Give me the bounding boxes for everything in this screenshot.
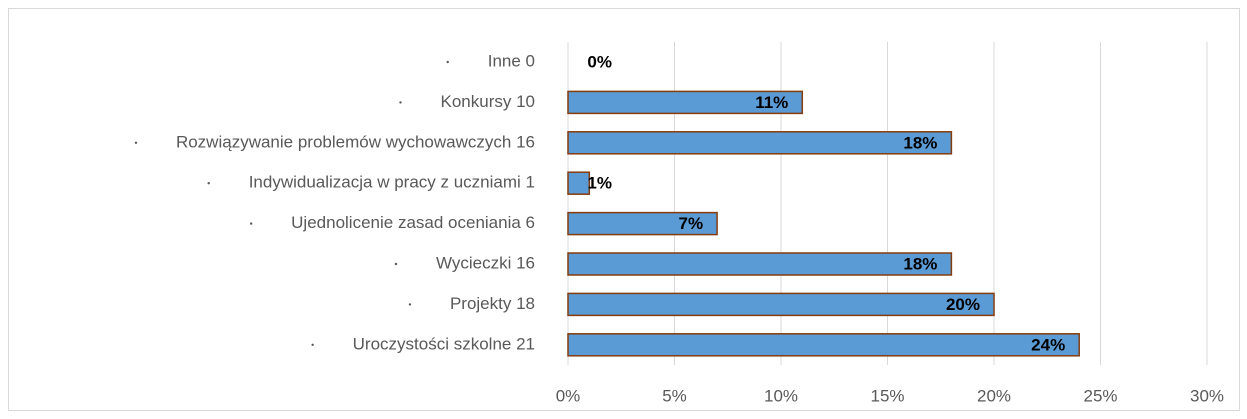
value-label: 1% [587, 174, 612, 193]
bullet [207, 182, 210, 185]
category-label: Konkursy 10 [441, 92, 536, 111]
bullet [249, 222, 253, 225]
category-label: Wycieczki 16 [436, 253, 535, 272]
bullet [311, 343, 314, 346]
category-label: Inne 0 [488, 51, 535, 70]
value-label: 0% [587, 52, 612, 71]
category-label: Ujednolicenie zasad oceniania 6 [291, 213, 535, 232]
bullet [394, 262, 398, 266]
value-label: 7% [679, 214, 704, 233]
bar [567, 333, 1080, 357]
bar [567, 90, 804, 115]
bar [567, 171, 591, 195]
x-tick-label: 25% [1083, 386, 1117, 405]
x-tick-label: 15% [870, 386, 904, 405]
x-tick-label: 10% [764, 386, 798, 405]
x-tick-label: 0% [556, 386, 581, 405]
x-tick-label: 20% [977, 386, 1011, 405]
value-label: 18% [903, 254, 937, 273]
x-tick-label: 5% [662, 386, 687, 405]
value-label: 18% [903, 133, 937, 152]
category-label: Rozwiązywanie problemów wychowawczych 16 [176, 132, 535, 151]
bar [567, 292, 995, 317]
bar [567, 252, 953, 276]
bullet [134, 141, 138, 144]
bullet [446, 60, 449, 64]
bar [567, 131, 953, 155]
bullet [399, 101, 402, 104]
value-label: 20% [946, 295, 980, 314]
category-label: Indywidualizacja w pracy z uczniami 1 [249, 173, 535, 192]
bar [567, 211, 718, 236]
value-label: 11% [755, 93, 788, 112]
category-label: Uroczystości szkolne 21 [353, 334, 535, 353]
bullet [408, 303, 412, 306]
value-label: 24% [1031, 335, 1065, 354]
category-label: Projekty 18 [450, 294, 535, 313]
x-tick-label: 30% [1190, 386, 1224, 405]
